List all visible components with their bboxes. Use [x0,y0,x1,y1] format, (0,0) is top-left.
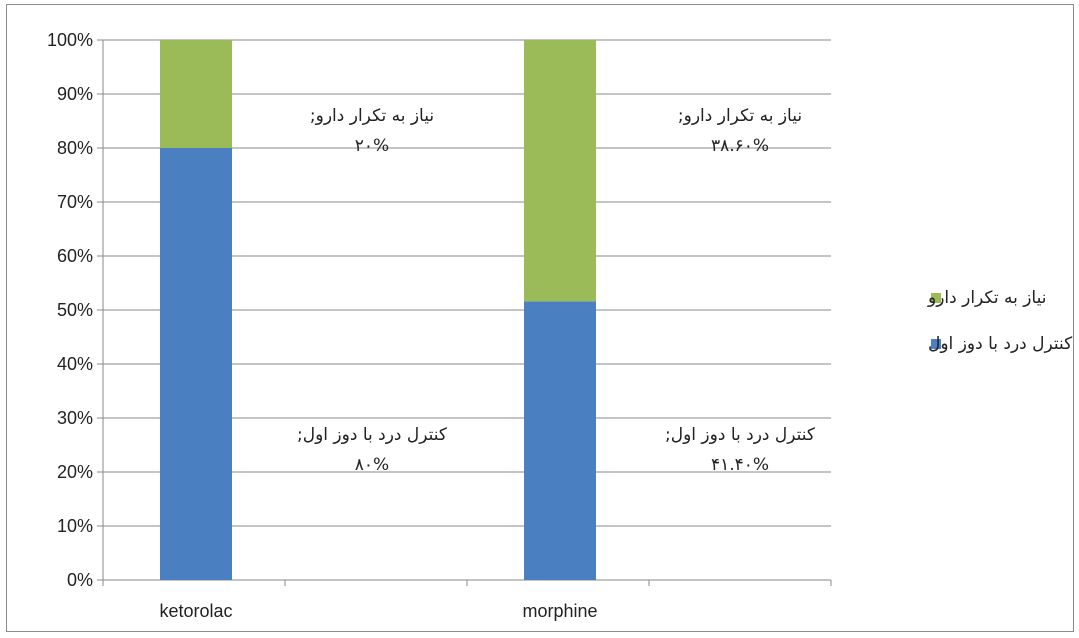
legend-swatch [931,293,941,303]
data-label-repeat-dose-value: ۳۸.۶۰% [711,136,769,156]
legend-label: کنترل درد با دوز اول [928,334,1073,354]
y-tick-label: 20% [57,462,93,482]
y-tick-label: 30% [57,408,93,428]
y-tick-label: 40% [57,354,93,374]
y-tick-label: 60% [57,246,93,266]
legend-label: نیاز به تکرار دارو [927,288,1046,308]
data-label-pain-control-value: ۸۰% [355,455,389,475]
bar-pain-control-ketorolac [160,148,232,580]
y-tick-label: 70% [57,192,93,212]
y-tick-label: 50% [57,300,93,320]
bar-repeat-dose-morphine [524,40,596,302]
legend-swatch [931,339,941,349]
y-tick-label: 100% [47,30,93,50]
data-label-pain-control-name: کنترل درد با دوز اول; [297,425,448,445]
y-tick-label: 10% [57,516,93,536]
data-label-repeat-dose-name: نیاز به تکرار دارو; [678,106,802,126]
data-label-repeat-dose-value: ۲۰% [355,136,389,156]
data-label-repeat-dose-name: نیاز به تکرار دارو; [310,106,434,126]
x-category-label: morphine [522,601,597,621]
y-tick-label: 90% [57,84,93,104]
data-label-pain-control-value: ۴۱.۴۰% [711,455,769,475]
x-category-label: ketorolac [159,601,232,621]
data-label-pain-control-name: کنترل درد با دوز اول; [665,425,816,445]
bar-repeat-dose-ketorolac [160,40,232,148]
y-tick-label: 0% [67,570,93,590]
bar-pain-control-morphine [524,301,596,580]
y-tick-label: 80% [57,138,93,158]
